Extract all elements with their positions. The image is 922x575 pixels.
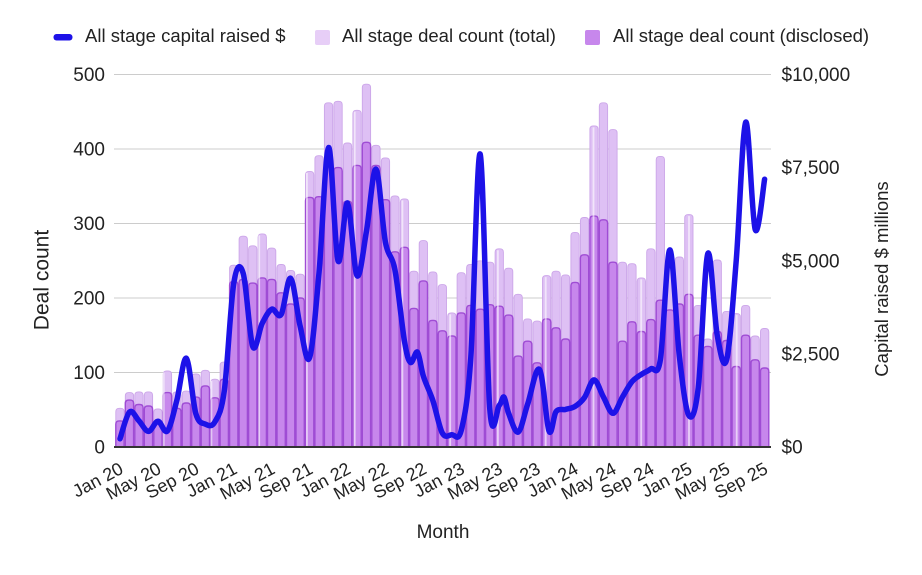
svg-text:Month: Month <box>417 522 470 543</box>
svg-text:400: 400 <box>73 140 105 161</box>
svg-text:All stage capital raised $: All stage capital raised $ <box>85 25 286 46</box>
svg-text:All stage deal count (disclose: All stage deal count (disclosed) <box>613 25 869 46</box>
svg-text:0: 0 <box>94 438 105 459</box>
svg-text:$7,500: $7,500 <box>782 158 840 179</box>
svg-text:All stage deal count (total): All stage deal count (total) <box>342 25 556 46</box>
svg-text:Capital raised $ millions: Capital raised $ millions <box>871 181 892 376</box>
svg-text:$2,500: $2,500 <box>782 345 840 366</box>
svg-text:300: 300 <box>73 214 105 235</box>
svg-text:$5,000: $5,000 <box>782 251 840 272</box>
svg-text:200: 200 <box>73 289 105 310</box>
svg-text:Deal count: Deal count <box>31 230 54 331</box>
svg-text:$0: $0 <box>782 438 803 459</box>
svg-text:$10,000: $10,000 <box>782 65 851 86</box>
svg-text:500: 500 <box>73 65 105 86</box>
svg-text:100: 100 <box>73 363 105 384</box>
